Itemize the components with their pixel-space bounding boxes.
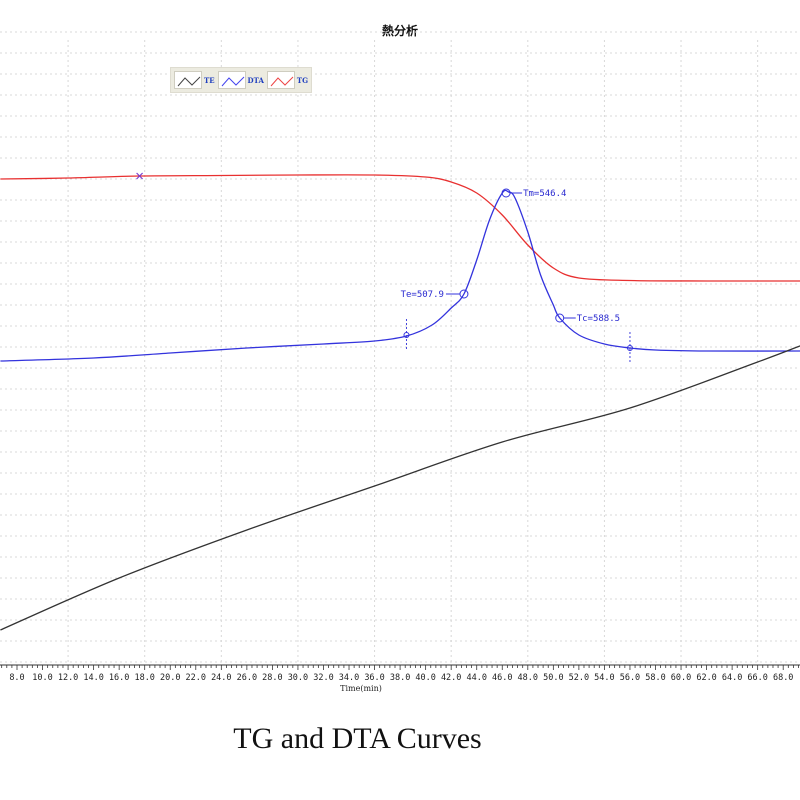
- x-tick-label: 34.0: [339, 673, 359, 683]
- annotations: Tm=546.4 Te=507.9 Tc=588.5: [401, 188, 620, 324]
- series-te-line: [0, 345, 800, 631]
- x-tick-label: 40.0: [415, 673, 435, 683]
- x-tick-label: 10.0: [32, 673, 52, 683]
- x-tick-label: 20.0: [160, 673, 180, 683]
- x-tick-label: 38.0: [390, 673, 410, 683]
- annotation-label: Tm=546.4: [523, 189, 566, 199]
- x-tick-label: 14.0: [83, 673, 103, 683]
- end-tick-point-icon: [626, 345, 633, 351]
- x-tick-label: 42.0: [441, 673, 461, 683]
- x-tick-label: 50.0: [543, 673, 563, 683]
- series-dta-line: [0, 189, 800, 362]
- x-tick-label: 8.0: [9, 673, 24, 683]
- x-tick-label: 22.0: [186, 673, 206, 683]
- x-axis-label: Time(min): [340, 684, 382, 693]
- legend-item-te: TE: [174, 71, 215, 89]
- legend-label-te: TE: [204, 75, 215, 85]
- x-tick-label: 68.0: [773, 673, 793, 683]
- x-tick-label: 54.0: [594, 673, 614, 683]
- series-tg-line: [0, 174, 800, 282]
- legend: TE DTA TG: [170, 67, 312, 93]
- plot-area: 8.0 10.0 12.0 14.0 16.0 18.0 20.0 22.0 24.0 26.0 2…: [0, 31, 800, 693]
- legend-label-dta: DTA: [247, 75, 264, 85]
- x-tick-label: 44.0: [466, 673, 486, 683]
- x-tick-label: 62.0: [696, 673, 716, 683]
- x-tick-label: 52.0: [569, 673, 589, 683]
- grid: [0, 31, 800, 665]
- x-tick-label: 18.0: [134, 673, 154, 683]
- cross-marker-icon: [136, 172, 144, 180]
- legend-label-tg: TG: [296, 75, 309, 85]
- x-tick-label: 60.0: [671, 673, 691, 683]
- x-tick-label: 36.0: [364, 673, 384, 683]
- legend-item-tg: TG: [266, 71, 309, 89]
- onset-tick-point-icon: [403, 332, 410, 338]
- x-tick-label: 58.0: [645, 673, 665, 683]
- tg-line-icon: [266, 71, 295, 89]
- x-tick-label: 56.0: [620, 673, 640, 683]
- x-tick-label: 30.0: [288, 673, 308, 683]
- x-tick-label: 48.0: [518, 673, 538, 683]
- te-line-icon: [174, 71, 202, 89]
- annotation-label: Te=507.9: [401, 290, 444, 300]
- x-tick-label: 66.0: [747, 673, 767, 683]
- legend-item-dta: DTA: [217, 71, 264, 89]
- x-tick-label: 28.0: [262, 673, 282, 683]
- x-tick-label: 46.0: [492, 673, 512, 683]
- annotation-label: Tc=588.5: [577, 314, 620, 324]
- figure-caption: TG and DTA Curves: [233, 722, 482, 755]
- x-tick-label: 64.0: [722, 673, 742, 683]
- dta-line-icon: [217, 71, 246, 89]
- x-tick-label: 26.0: [237, 673, 257, 683]
- x-tick-label: 32.0: [313, 673, 333, 683]
- x-axis: 8.0 10.0 12.0 14.0 16.0 18.0 20.0 22.0 24.0 26.0 2…: [0, 664, 800, 693]
- markers: [136, 172, 633, 364]
- chart-title: 熱分析: [381, 24, 418, 38]
- x-tick-label: 12.0: [58, 673, 78, 683]
- x-tick-label: 16.0: [109, 673, 129, 683]
- x-tick-label: 24.0: [211, 673, 231, 683]
